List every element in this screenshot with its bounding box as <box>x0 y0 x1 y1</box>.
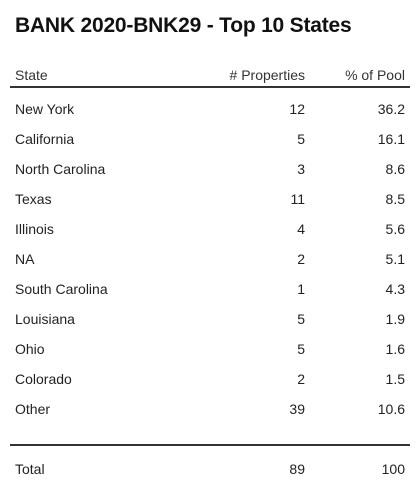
cell-properties: 2 <box>297 251 305 267</box>
cell-state: Ohio <box>15 341 45 357</box>
total-row: Total 89 100 <box>10 454 410 484</box>
cell-state: NA <box>15 251 35 267</box>
cell-pool: 5.6 <box>385 221 405 237</box>
table-row: California 5 16.1 <box>10 124 410 154</box>
table-row: Colorado 2 1.5 <box>10 364 410 394</box>
cell-properties: 2 <box>297 371 305 387</box>
total-properties: 89 <box>289 461 305 477</box>
table-footer: Total 89 100 <box>10 444 410 484</box>
total-pool: 100 <box>381 461 405 477</box>
cell-properties: 5 <box>297 341 305 357</box>
cell-pool: 16.1 <box>377 131 405 147</box>
header-pool: % of Pool <box>345 67 405 83</box>
cell-pool: 1.5 <box>385 371 405 387</box>
table-row: New York 12 36.2 <box>10 94 410 124</box>
cell-state: Texas <box>15 191 52 207</box>
table-row: Texas 11 8.5 <box>10 184 410 214</box>
cell-properties: 39 <box>289 401 305 417</box>
cell-state: North Carolina <box>15 161 106 177</box>
header-state: State <box>15 67 48 83</box>
cell-pool: 8.6 <box>385 161 405 177</box>
table-row: NA 2 5.1 <box>10 244 410 274</box>
cell-properties: 3 <box>297 161 305 177</box>
cell-properties: 4 <box>297 221 305 237</box>
table-row: Ohio 5 1.6 <box>10 334 410 364</box>
cell-pool: 1.9 <box>385 311 405 327</box>
cell-properties: 12 <box>289 101 305 117</box>
states-table: State # Properties % of Pool New York 12… <box>10 64 410 424</box>
cell-properties: 5 <box>297 131 305 147</box>
cell-pool: 4.3 <box>385 281 405 297</box>
table-row: Other 39 10.6 <box>10 394 410 424</box>
cell-state: Illinois <box>15 221 54 237</box>
cell-pool: 5.1 <box>385 251 405 267</box>
table-header-row: State # Properties % of Pool <box>10 64 410 88</box>
cell-pool: 1.6 <box>385 341 405 357</box>
table-row: South Carolina 1 4.3 <box>10 274 410 304</box>
cell-state: Louisiana <box>15 311 75 327</box>
table-row: Illinois 4 5.6 <box>10 214 410 244</box>
cell-properties: 1 <box>297 281 305 297</box>
cell-state: Colorado <box>15 371 72 387</box>
table-body: New York 12 36.2 California 5 16.1 North… <box>10 88 410 424</box>
total-label: Total <box>15 461 45 477</box>
cell-state: California <box>15 131 75 147</box>
cell-state: Other <box>15 401 51 417</box>
cell-pool: 36.2 <box>377 101 405 117</box>
cell-pool: 10.6 <box>377 401 405 417</box>
page-title: BANK 2020-BNK29 - Top 10 States <box>15 14 352 37</box>
cell-pool: 8.5 <box>385 191 405 207</box>
cell-properties: 11 <box>290 191 305 207</box>
cell-state: New York <box>15 101 75 117</box>
cell-state: South Carolina <box>15 281 108 297</box>
table-row: Louisiana 5 1.9 <box>10 304 410 334</box>
cell-properties: 5 <box>297 311 305 327</box>
table-row: North Carolina 3 8.6 <box>10 154 410 184</box>
header-properties: # Properties <box>229 67 305 83</box>
